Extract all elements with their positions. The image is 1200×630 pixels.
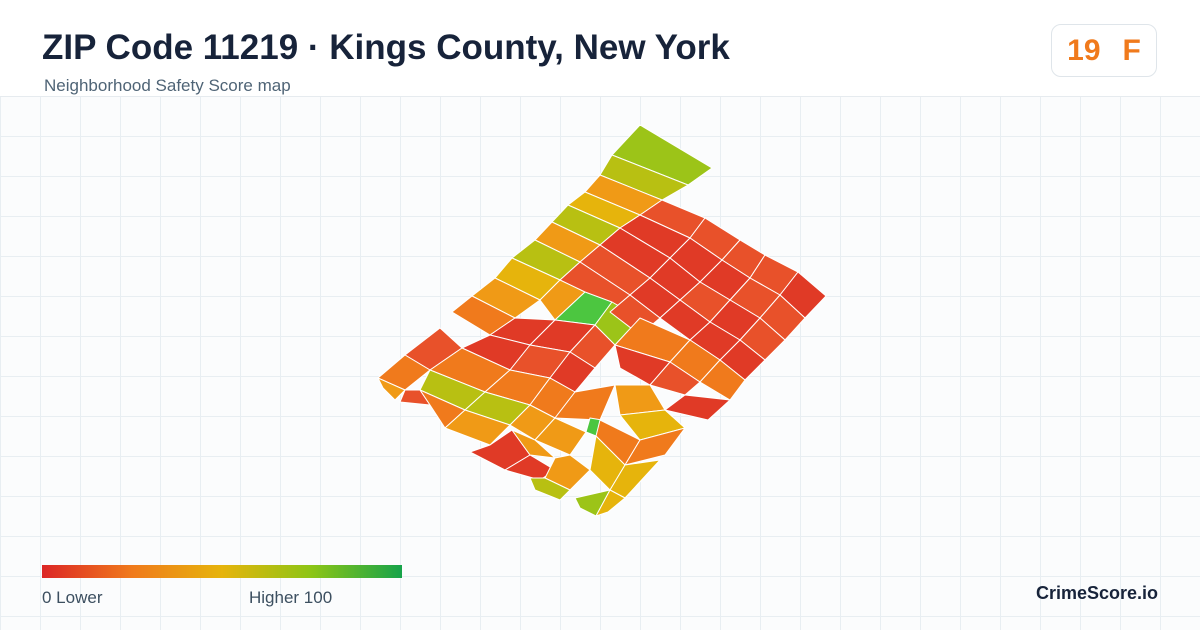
score-grade: F xyxy=(1122,33,1141,67)
legend-min-label: 0 Lower xyxy=(42,588,103,607)
tract-52[interactable] xyxy=(377,377,406,401)
brand-logo-text[interactable]: CrimeScore.io xyxy=(1036,583,1159,603)
tract-41[interactable] xyxy=(664,394,731,421)
safety-score-badge: 19 F xyxy=(1051,24,1157,77)
page-title: ZIP Code 11219 · Kings County, New York xyxy=(42,28,730,67)
legend-color-scale xyxy=(42,565,402,578)
tract-69[interactable] xyxy=(544,454,591,491)
page-subtitle: Neighborhood Safety Score map xyxy=(44,76,291,95)
header-band xyxy=(0,0,1200,97)
score-value: 19 xyxy=(1067,33,1101,67)
legend-max-label: Higher 100 xyxy=(249,588,333,607)
tract-75[interactable] xyxy=(595,489,626,517)
tract-73[interactable] xyxy=(529,477,571,501)
tract-70[interactable] xyxy=(624,427,686,466)
